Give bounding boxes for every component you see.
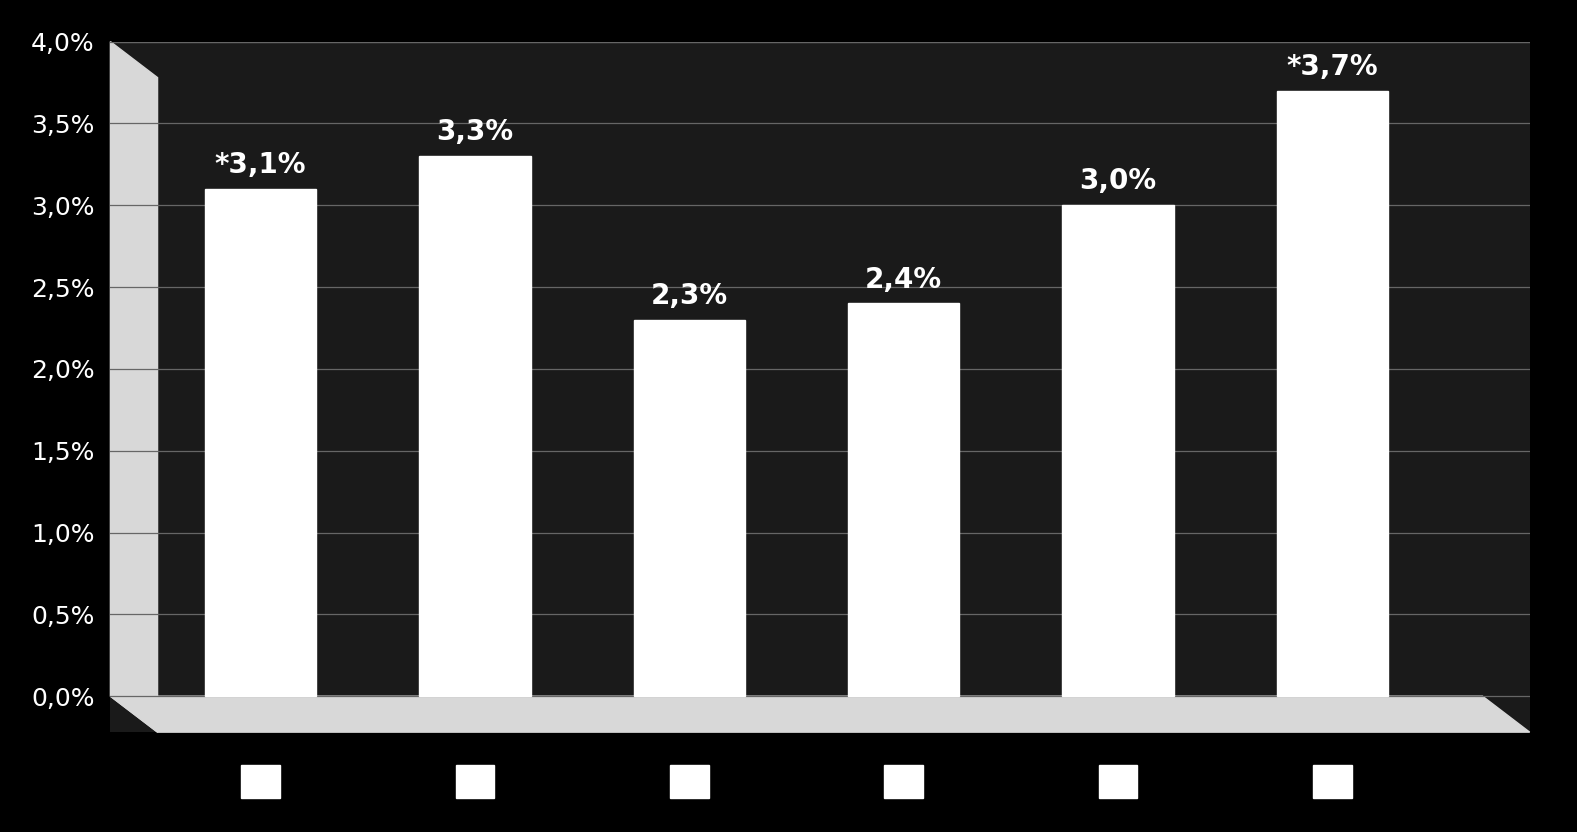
Bar bbox=[1277, 91, 1388, 696]
Text: 2,3%: 2,3% bbox=[651, 282, 729, 310]
FancyBboxPatch shape bbox=[885, 765, 923, 798]
FancyBboxPatch shape bbox=[670, 765, 708, 798]
FancyBboxPatch shape bbox=[1099, 765, 1137, 798]
Polygon shape bbox=[110, 42, 158, 732]
FancyBboxPatch shape bbox=[241, 765, 279, 798]
Text: 3,0%: 3,0% bbox=[1080, 167, 1156, 196]
Bar bbox=[1063, 206, 1173, 696]
FancyBboxPatch shape bbox=[1314, 765, 1351, 798]
Text: *3,1%: *3,1% bbox=[214, 151, 306, 179]
Bar bbox=[634, 319, 744, 696]
Polygon shape bbox=[110, 696, 1530, 732]
Text: 2,4%: 2,4% bbox=[866, 265, 941, 294]
FancyBboxPatch shape bbox=[456, 765, 494, 798]
Bar bbox=[205, 189, 317, 696]
Text: *3,7%: *3,7% bbox=[1287, 53, 1378, 81]
Text: 3,3%: 3,3% bbox=[437, 118, 514, 146]
Bar bbox=[848, 304, 959, 696]
Bar bbox=[419, 156, 530, 696]
